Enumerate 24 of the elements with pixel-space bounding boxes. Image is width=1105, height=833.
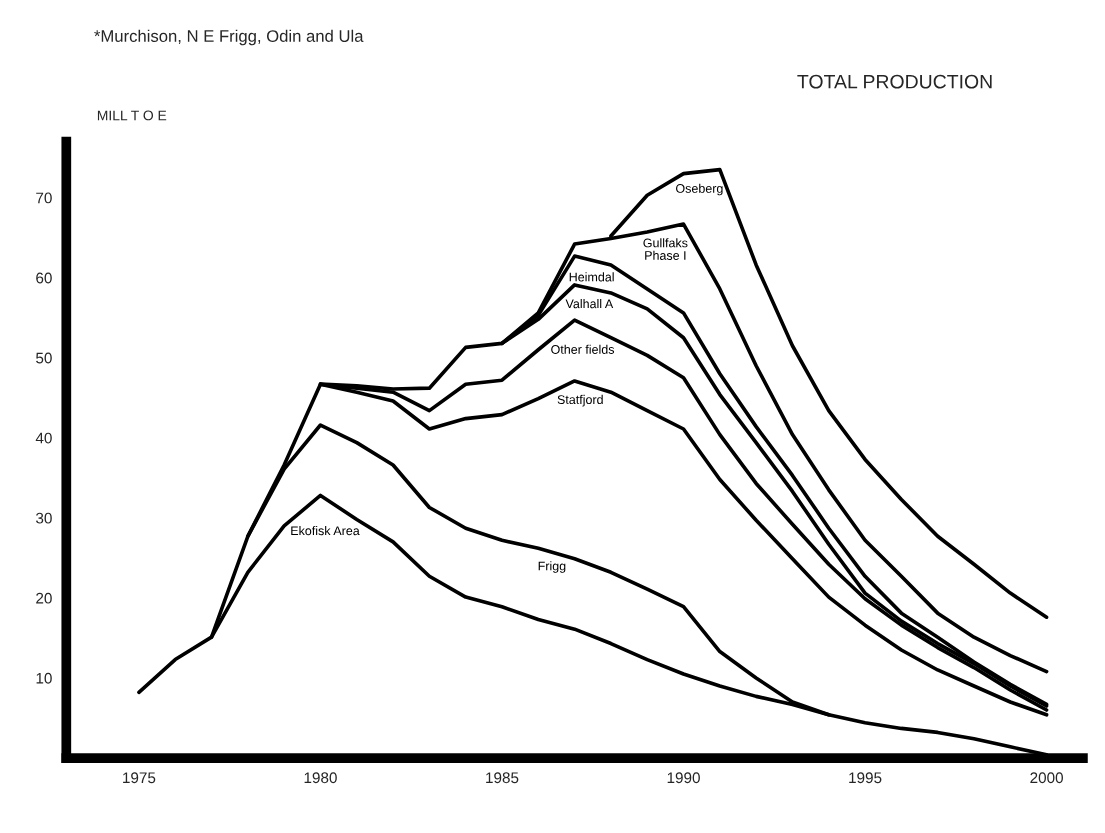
series-label: Gullfaks Phase I [643, 238, 688, 260]
y-tick-label: 40 [35, 432, 52, 444]
x-tick-label: 1995 [849, 772, 882, 784]
series-label: Statfjord [557, 394, 603, 407]
series-label: Other fields [551, 344, 615, 354]
y-axis-title: MILL T O E [97, 110, 167, 121]
y-tick-label: 10 [36, 672, 52, 684]
series-label: Oseberg [676, 183, 723, 196]
x-tick-label: 1980 [304, 772, 337, 784]
chart-title: TOTAL PRODUCTION [797, 74, 992, 89]
x-tick-label: 1990 [667, 772, 700, 784]
y-tick-label: 30 [36, 512, 52, 524]
y-tick-label: 60 [36, 272, 52, 284]
y-tick-label: 70 [36, 192, 52, 204]
y-tick-label: 50 [36, 352, 52, 364]
series-label: Valhall A [565, 299, 614, 309]
series-label: Frigg [538, 561, 566, 573]
x-tick-label: 1975 [123, 772, 156, 784]
x-tick-label: 1985 [486, 772, 519, 784]
text: *Murchison, N E Frigg, Odin and Ula [94, 29, 364, 46]
series-label: Heimdal [569, 272, 614, 282]
series-label: Ekofisk Area [291, 525, 360, 536]
x-tick-label: 2000 [1030, 772, 1063, 784]
y-tick-label: 20 [36, 592, 52, 604]
